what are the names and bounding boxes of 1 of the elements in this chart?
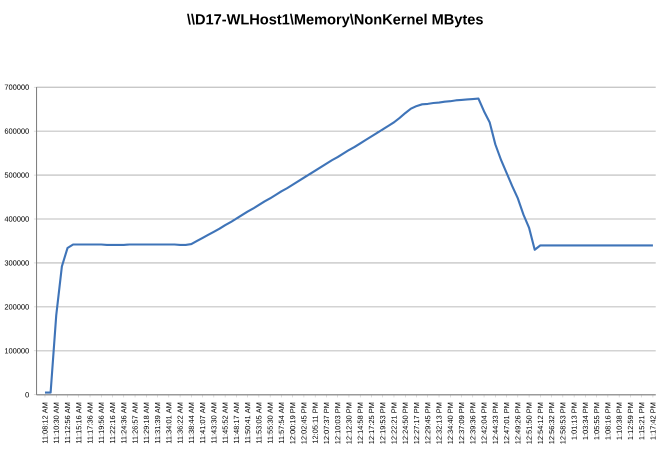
chart-title: \\D17-WLHost1\Memory\NonKernel MBytes [187,14,483,28]
